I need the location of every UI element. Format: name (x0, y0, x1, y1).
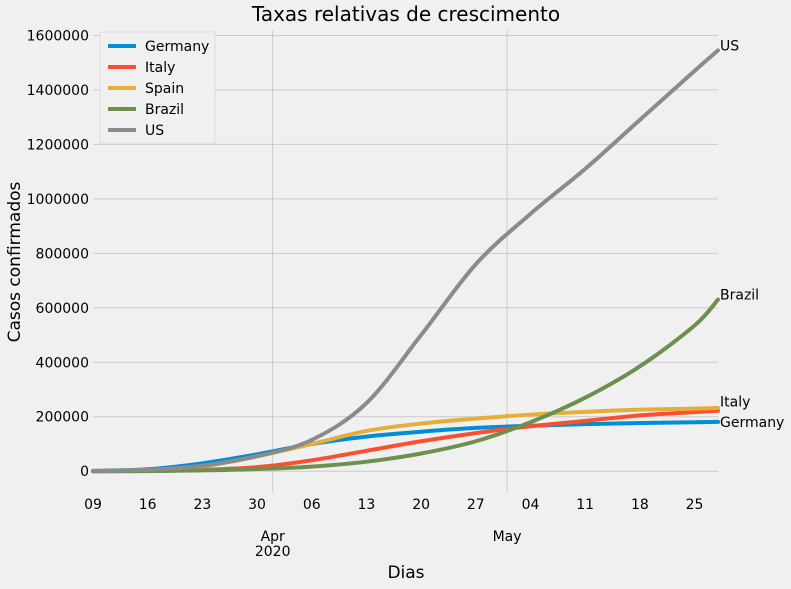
x-tick-label: 13 (358, 497, 376, 513)
end-labels: US Brazil Italy Germany (720, 38, 784, 430)
series-line-brazil (91, 297, 720, 474)
y-tick-labels: 0 200000 400000 600000 800000 1000000 1200000 1… (27, 28, 89, 480)
x-tick-label: 23 (193, 497, 211, 513)
x-tick-label: 27 (467, 497, 485, 513)
x-tick-label: 20 (412, 497, 430, 513)
series-lines (91, 48, 720, 474)
chart-title: Taxas relativas de crescimento (251, 2, 560, 26)
legend-label-italy: Italy (145, 60, 175, 76)
y-tick-label: 800000 (36, 246, 89, 262)
x-tick-label: 11 (576, 497, 594, 513)
series-line-us (91, 48, 720, 473)
x-tick-label: 04 (522, 497, 540, 513)
x-tick-label: 18 (631, 497, 649, 513)
series-line-germany (91, 419, 720, 473)
legend: Germany Italy Spain Brazil US (99, 31, 216, 144)
x-tick-label: 16 (139, 497, 157, 513)
legend-label-us: US (145, 123, 164, 139)
x-tick-label: 25 (686, 497, 704, 513)
x-tick-label: 30 (248, 497, 266, 513)
end-label-italy: Italy (720, 395, 750, 411)
y-axis-label: Casos confirmados (5, 181, 25, 342)
x-major-tick-sublabel: 2020 (255, 544, 291, 560)
legend-label-brazil: Brazil (145, 102, 184, 118)
legend-label-spain: Spain (145, 81, 184, 97)
y-tick-label: 1600000 (27, 28, 89, 44)
x-axis-label: Dias (387, 563, 424, 583)
x-major-tick-label: May (493, 529, 522, 545)
x-tick-label: 09 (84, 497, 102, 513)
y-tick-label: 1200000 (27, 137, 89, 153)
end-label-germany: Germany (720, 415, 784, 431)
x-tick-label: 06 (303, 497, 321, 513)
legend-label-germany: Germany (145, 39, 209, 55)
y-tick-label: 600000 (36, 301, 89, 317)
end-label-us: US (720, 38, 739, 54)
y-tick-label: 1400000 (27, 83, 89, 99)
end-label-brazil: Brazil (720, 288, 759, 304)
x-major-tick-label: Apr (261, 529, 285, 545)
y-tick-label: 0 (80, 464, 89, 480)
y-tick-label: 200000 (36, 410, 89, 426)
y-tick-label: 400000 (36, 355, 89, 371)
y-tick-label: 1000000 (27, 192, 89, 208)
